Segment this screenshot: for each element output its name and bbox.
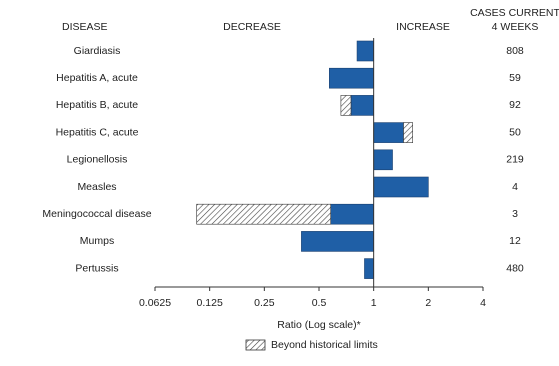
x-tick-label: 0.5 xyxy=(312,297,327,309)
bar xyxy=(373,149,393,171)
category-label: Giardiasis xyxy=(74,45,121,57)
cases-value: 219 xyxy=(506,154,524,166)
category-label: Hepatitis B, acute xyxy=(56,99,138,111)
category-label: Hepatitis A, acute xyxy=(56,72,138,84)
category-label: Measles xyxy=(77,181,116,193)
category-label: Legionellosis xyxy=(67,154,128,166)
category-label: Pertussis xyxy=(75,262,118,274)
cases-value: 92 xyxy=(509,99,521,111)
cases-value: 59 xyxy=(509,72,521,84)
category-label: Hepatitis C, acute xyxy=(56,126,139,138)
x-tick-label: 0.25 xyxy=(254,297,275,309)
cases-value: 3 xyxy=(512,208,518,220)
category-label: Meningococcal disease xyxy=(42,208,151,220)
bar xyxy=(356,40,374,62)
bar xyxy=(330,203,374,225)
header-disease: DISEASE xyxy=(62,21,108,33)
x-tick-label: 1 xyxy=(371,297,377,309)
cases-value: 12 xyxy=(509,235,521,247)
x-tick-label: 2 xyxy=(425,297,431,309)
bar xyxy=(373,176,429,198)
cases-value: 50 xyxy=(509,126,521,138)
x-tick-label: 0.0625 xyxy=(139,297,171,309)
cases-value: 480 xyxy=(506,262,524,274)
category-label: Mumps xyxy=(80,235,114,247)
header-decrease: DECREASE xyxy=(223,21,281,33)
header-cases: CASES CURRENT xyxy=(470,7,559,19)
header-cases: 4 WEEKS xyxy=(492,21,539,33)
legend-label: Beyond historical limits xyxy=(271,339,378,351)
x-tick-label: 4 xyxy=(480,297,486,309)
bar-beyond-limits xyxy=(403,122,413,143)
cases-value: 4 xyxy=(512,181,518,193)
bar xyxy=(329,67,374,89)
bar xyxy=(364,258,374,279)
bar-beyond-limits xyxy=(340,95,352,116)
bar xyxy=(373,122,404,143)
header-increase: INCREASE xyxy=(396,21,450,33)
bar xyxy=(350,95,374,116)
x-tick-label: 0.125 xyxy=(197,297,223,309)
x-axis-title: Ratio (Log scale)* xyxy=(277,319,360,331)
bar xyxy=(301,231,374,252)
bar-beyond-limits xyxy=(196,203,332,225)
legend-swatch xyxy=(245,339,266,351)
cases-value: 808 xyxy=(506,45,524,57)
